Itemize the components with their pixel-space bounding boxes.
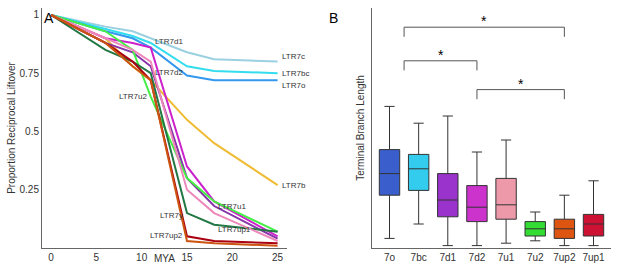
svg-text:7d1: 7d1 — [439, 252, 456, 263]
svg-text:7u2: 7u2 — [527, 252, 544, 263]
svg-text:A: A — [44, 10, 54, 26]
svg-text:LTR7b: LTR7b — [282, 181, 306, 190]
svg-text:Proportion Reciprocal Liftover: Proportion Reciprocal Liftover — [6, 61, 17, 193]
svg-text:LTR7u2: LTR7u2 — [119, 92, 147, 101]
svg-text:5: 5 — [94, 252, 100, 263]
svg-text:25: 25 — [272, 252, 284, 263]
svg-text:1: 1 — [33, 9, 39, 20]
svg-text:20: 20 — [227, 252, 239, 263]
svg-text:LTR7c: LTR7c — [282, 52, 305, 61]
svg-text:*: * — [438, 47, 444, 63]
svg-text:15: 15 — [181, 252, 193, 263]
svg-text:LTR7u1: LTR7u1 — [218, 202, 246, 211]
svg-text:LTR7d1: LTR7d1 — [155, 37, 183, 46]
svg-text:7u1: 7u1 — [498, 252, 515, 263]
svg-text:LTR7d2: LTR7d2 — [155, 68, 183, 77]
svg-text:0.5: 0.5 — [25, 126, 39, 137]
svg-text:MYA: MYA — [154, 253, 175, 264]
svg-text:*: * — [518, 76, 524, 92]
svg-text:B: B — [329, 10, 338, 26]
svg-text:7up1: 7up1 — [582, 252, 605, 263]
svg-text:LTR7up2: LTR7up2 — [150, 231, 183, 240]
svg-text:7bc: 7bc — [411, 252, 427, 263]
svg-text:LTR7bc: LTR7bc — [282, 69, 309, 78]
svg-text:LTR7y: LTR7y — [160, 211, 183, 220]
svg-text:7d2: 7d2 — [469, 252, 486, 263]
svg-text:7o: 7o — [384, 252, 396, 263]
svg-text:*: * — [481, 13, 487, 29]
svg-text:Terminal Branch Length: Terminal Branch Length — [355, 75, 366, 181]
svg-text:LTR7o: LTR7o — [282, 81, 306, 90]
svg-text:10: 10 — [136, 252, 148, 263]
svg-text:0.75: 0.75 — [20, 68, 40, 79]
svg-text:0: 0 — [48, 252, 54, 263]
svg-text:7up2: 7up2 — [553, 252, 576, 263]
svg-text:0.25: 0.25 — [20, 184, 40, 195]
svg-text:LTR7up1: LTR7up1 — [218, 225, 251, 234]
